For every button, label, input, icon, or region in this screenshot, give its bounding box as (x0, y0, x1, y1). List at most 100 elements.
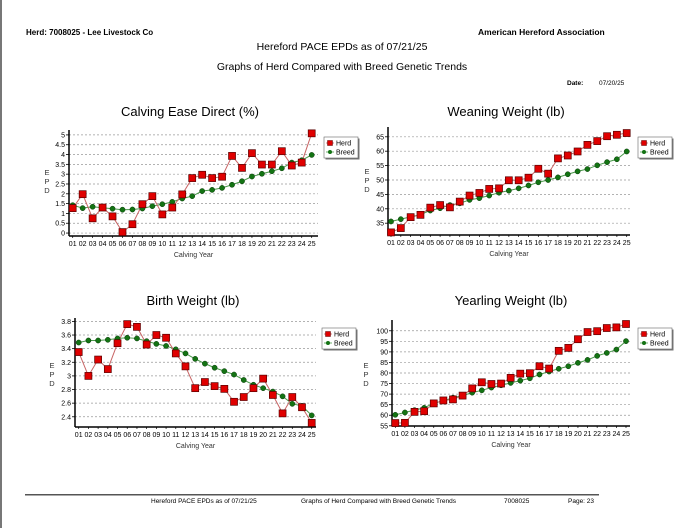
herd-point (420, 407, 428, 416)
x-tick-label: 07 (449, 431, 457, 438)
herd-point (449, 395, 457, 404)
x-tick-label: 13 (507, 431, 515, 438)
x-tick-label: 07 (129, 241, 137, 248)
x-tick-label: 11 (172, 432, 179, 439)
herd-point (188, 174, 197, 182)
breed-point (614, 156, 620, 163)
x-tick-label: 04 (417, 240, 425, 247)
breed-point (584, 357, 591, 363)
x-tick-label: 10 (475, 240, 483, 247)
x-tick-label: 01 (391, 431, 399, 438)
y-tick-label: 3.5 (55, 162, 65, 169)
herd-point (505, 176, 513, 185)
breed-point (289, 400, 296, 407)
herd-point (259, 374, 268, 383)
breed-point (104, 336, 111, 343)
x-tick-label: 20 (258, 241, 266, 248)
x-tick-label: 14 (201, 432, 209, 439)
x-tick-label: 25 (308, 241, 316, 248)
y-tick-label: 1.5 (55, 201, 65, 208)
legend-breed-marker (326, 341, 330, 345)
herd-point (524, 173, 533, 182)
x-tick-label: 21 (584, 240, 592, 247)
herd-point (133, 323, 141, 331)
legend: Herd Breed (637, 136, 674, 160)
herd-point (612, 323, 621, 332)
herd-point (487, 380, 496, 388)
herd-point (239, 393, 248, 401)
x-tick-label: 18 (238, 241, 246, 248)
y-axis-label-letter: P (364, 176, 369, 185)
y-tick-label: 3.6 (61, 333, 71, 340)
y-axis-label-letter: E (364, 167, 369, 176)
y-tick-label: 65 (376, 134, 384, 141)
herd-point (564, 344, 573, 352)
breed-point (515, 185, 522, 192)
x-axis-label: Calving Year (489, 251, 529, 258)
herd-point (514, 176, 523, 185)
herd-point (268, 160, 276, 169)
herd-point (152, 331, 161, 339)
x-tick-label: 06 (436, 240, 444, 247)
x-tick-label: 15 (526, 431, 534, 438)
y-tick-label: 75 (380, 381, 388, 388)
breed-point (95, 337, 101, 344)
y-tick-label: 40 (376, 206, 384, 213)
breed-point (129, 206, 136, 213)
x-tick-label: 11 (486, 240, 493, 247)
herd-point (201, 378, 209, 386)
breed-point (134, 335, 140, 342)
herd-point (142, 340, 151, 349)
legend-herd-marker (641, 140, 647, 146)
x-tick-label: 11 (169, 241, 176, 248)
y-axis-label-letter: P (44, 177, 49, 186)
herd-point (198, 170, 207, 179)
breed-point (229, 181, 235, 188)
x-tick-label: 10 (478, 431, 486, 438)
herd-point (108, 212, 117, 221)
x-tick-label: 06 (119, 241, 127, 248)
y-tick-label: 55 (376, 163, 384, 170)
herd-point (148, 192, 157, 201)
y-tick-label: 4 (61, 152, 65, 159)
report-subtitle: Graphs of Herd Compared with Breed Genet… (216, 61, 468, 73)
date-label: Date: (567, 80, 584, 87)
x-tick-label: 12 (182, 432, 190, 439)
x-tick-label: 15 (211, 432, 219, 439)
herd-point (181, 362, 190, 371)
breed-point (153, 341, 160, 347)
herd-point (118, 228, 127, 236)
breed-point (163, 343, 169, 349)
herd-point (307, 129, 316, 138)
herd-point (455, 197, 464, 206)
herd-point (128, 220, 137, 229)
herd-point (583, 141, 592, 149)
herd-point (94, 355, 102, 364)
herd-point (535, 362, 544, 371)
x-tick-label: 18 (555, 431, 563, 438)
x-tick-label: 16 (534, 240, 542, 247)
herd-point (387, 228, 395, 237)
legend-herd-marker (325, 331, 331, 337)
breed-point (279, 393, 286, 400)
x-tick-label: 06 (123, 432, 131, 439)
footer-herd-id: 7008025 (504, 498, 530, 505)
breed-point (555, 174, 561, 181)
chart-title: Calving Ease Direct (%) (121, 104, 259, 119)
x-tick-label: 20 (574, 431, 582, 438)
herd-point (573, 147, 582, 156)
herd-point (406, 213, 415, 221)
herd-point (593, 137, 602, 145)
herd-point (544, 169, 552, 178)
y-tick-label: 3.8 (61, 319, 71, 326)
x-tick-label: 17 (544, 240, 552, 247)
herd-point (249, 384, 258, 393)
herd-point (429, 399, 438, 408)
breed-point (525, 182, 532, 189)
x-tick-label: 19 (564, 431, 572, 438)
y-tick-label: 0.5 (55, 221, 65, 228)
breed-point (584, 166, 591, 172)
breed-point (169, 198, 176, 205)
y-tick-label: 2.8 (61, 387, 71, 394)
y-tick-label: 55 (380, 423, 388, 430)
